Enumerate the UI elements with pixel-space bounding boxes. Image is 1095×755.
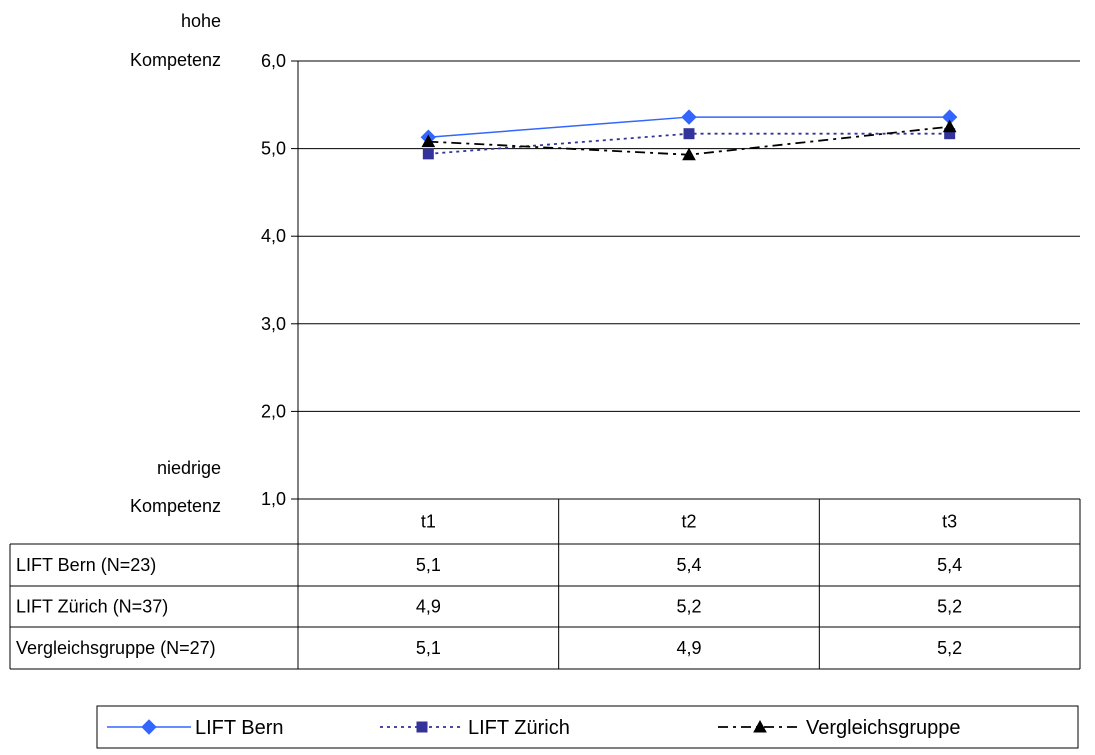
table-cell-value: 5,4 bbox=[937, 555, 962, 575]
y-tick-label: 1,0 bbox=[261, 489, 286, 509]
table-cell-value: 5,2 bbox=[937, 597, 962, 617]
legend-marker bbox=[753, 719, 767, 733]
data-point bbox=[683, 128, 695, 140]
y-tick-label: 5,0 bbox=[261, 139, 286, 159]
y-axis-top-label-line1: hohe bbox=[181, 11, 221, 31]
table-cell-value: 4,9 bbox=[676, 638, 701, 658]
legend-box bbox=[96, 705, 1079, 749]
data-point bbox=[942, 119, 957, 133]
y-tick-label: 6,0 bbox=[261, 51, 286, 71]
table-row-label: LIFT Bern (N=23) bbox=[16, 555, 156, 575]
data-point bbox=[682, 147, 696, 161]
x-tick-label: t3 bbox=[942, 512, 957, 532]
data-point bbox=[422, 148, 434, 160]
legend-marker bbox=[416, 721, 428, 733]
legend-label: Vergleichsgruppe bbox=[806, 717, 961, 739]
y-axis-top-label-line2: Kompetenz bbox=[130, 50, 221, 70]
y-axis-ticks: 1,0 2,0 3,0 4,0 5,0 6,0 bbox=[261, 51, 298, 509]
y-axis-bottom-label-line2: Kompetenz bbox=[130, 496, 221, 516]
x-tick-label: t1 bbox=[421, 512, 436, 532]
x-tick-label: t2 bbox=[681, 512, 696, 532]
series-lines bbox=[420, 109, 958, 161]
table-cell-value: 5,4 bbox=[676, 555, 701, 575]
y-axis-bottom-label-line1: niedrige bbox=[157, 458, 221, 478]
legend: LIFT Bern LIFT Zürich Vergleichsgruppe bbox=[96, 705, 1079, 749]
data-point bbox=[421, 134, 436, 148]
y-tick-label: 3,0 bbox=[261, 314, 286, 334]
table-cell-value: 5,2 bbox=[937, 638, 962, 658]
table-cell-value: 4,9 bbox=[416, 597, 441, 617]
table-row-label: LIFT Zürich (N=37) bbox=[16, 597, 168, 617]
data-table: t1 t2 t3 LIFT Bern (N=23) 5,1 5,4 5,4 LIFT Züri… bbox=[9, 498, 1081, 670]
legend-marker bbox=[141, 719, 157, 735]
y-tick-label: 2,0 bbox=[261, 401, 286, 421]
table-cell-value: 5,2 bbox=[676, 597, 701, 617]
legend-label: LIFT Bern bbox=[195, 717, 284, 739]
y-tick-label: 4,0 bbox=[261, 226, 286, 246]
gridlines bbox=[297, 60, 1080, 499]
data-point bbox=[681, 109, 697, 125]
table-cell-value: 5,1 bbox=[416, 555, 441, 575]
legend-label: LIFT Zürich bbox=[468, 717, 570, 739]
table-cell-value: 5,1 bbox=[416, 638, 441, 658]
table-row-label: Vergleichsgruppe (N=27) bbox=[16, 638, 216, 658]
